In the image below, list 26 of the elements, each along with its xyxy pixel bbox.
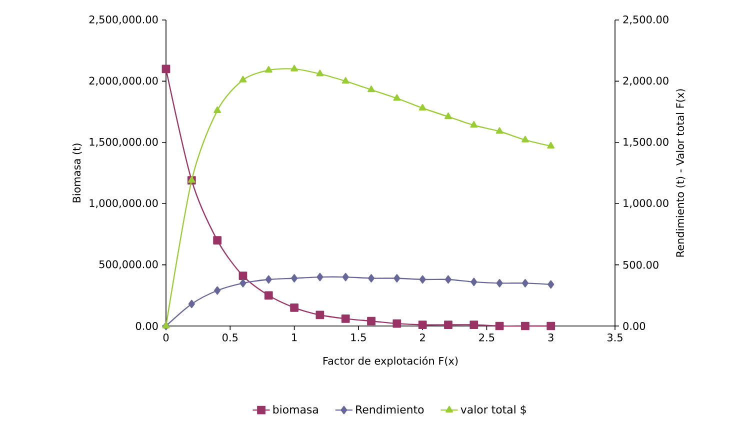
y2-tick-label: 2,000.00 [623,76,668,86]
y-tick-label: 2,000,000.00 [89,76,158,86]
x-tick-label: 3 [548,334,554,342]
y2-tick-label: 0.00 [623,322,646,330]
y-tick-label: 1,500,000.00 [90,138,158,147]
y-tick-label: 500,000.00 [99,260,158,270]
x-tick-label: 0 [163,334,169,342]
x-tick-label: 1.5 [351,334,366,342]
x-tick-label: 1 [292,334,297,342]
y-axis-title: Biomasa (t) [72,144,82,202]
x-tick-label: 0.5 [222,334,238,342]
x-tick-label: 3.5 [607,334,622,342]
legend-label: valor total $ [460,405,526,416]
legend-label: Rendimiento [356,405,424,414]
y-tick-label: 2,500,000.00 [89,16,158,24]
y2-axis-title: Rendimiento (t) - Valor total F(x) [676,89,686,257]
x-tick-label: 2 [420,334,425,342]
y2-tick-label: 2,500.00 [623,16,668,24]
y2-tick-label: 500.00 [623,260,658,269]
x-axis-title: Factor de explotación F(x) [324,356,458,367]
legend-label: biomasa [273,405,318,414]
y2-tick-label: 1,000.00 [624,199,668,208]
x-tick-label: 2.5 [479,334,494,342]
y-tick-label: 0.00 [136,322,158,330]
y2-tick-label: 1,500.00 [624,138,668,147]
y-tick-label: 1,000,000.00 [90,199,158,208]
